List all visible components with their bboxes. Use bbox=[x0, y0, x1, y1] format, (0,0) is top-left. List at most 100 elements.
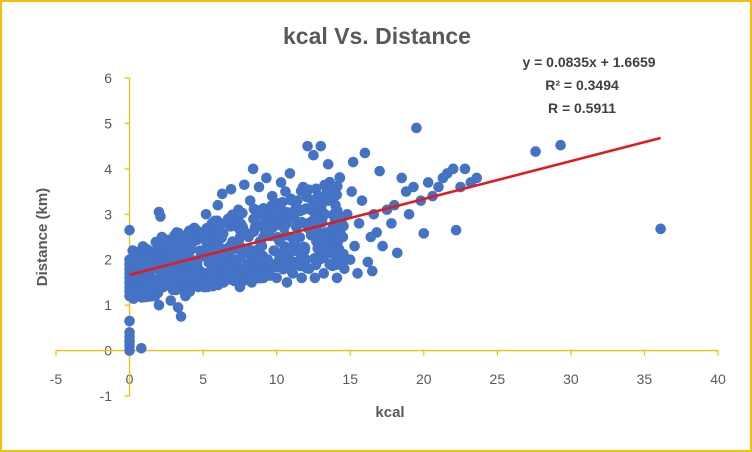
data-point bbox=[247, 163, 259, 175]
data-point bbox=[190, 277, 202, 288]
data-point bbox=[243, 231, 255, 243]
data-point bbox=[225, 184, 237, 195]
data-point bbox=[344, 254, 356, 266]
data-point bbox=[356, 195, 368, 206]
data-point bbox=[171, 227, 182, 238]
data-point bbox=[124, 224, 135, 236]
data-point bbox=[184, 286, 196, 297]
data-point bbox=[309, 212, 320, 224]
data-point bbox=[280, 186, 291, 197]
data-point bbox=[450, 224, 462, 236]
data-point bbox=[300, 254, 312, 266]
data-point bbox=[396, 172, 408, 184]
chart-title: kcal Vs. Distance bbox=[283, 23, 471, 49]
data-point bbox=[124, 327, 135, 338]
data-point bbox=[366, 265, 378, 277]
data-point bbox=[158, 281, 169, 293]
data-point bbox=[213, 258, 225, 270]
data-point bbox=[274, 236, 285, 247]
data-point bbox=[153, 299, 165, 311]
data-point bbox=[301, 191, 312, 203]
data-point bbox=[289, 208, 300, 220]
data-point bbox=[377, 240, 388, 252]
data-point bbox=[433, 181, 444, 193]
data-point bbox=[222, 213, 234, 225]
data-point bbox=[237, 271, 248, 282]
data-point bbox=[175, 311, 187, 322]
data-point bbox=[349, 240, 360, 252]
y-tick-label: 6 bbox=[104, 70, 112, 86]
data-point bbox=[333, 245, 344, 256]
data-point bbox=[299, 245, 310, 256]
data-point bbox=[447, 163, 459, 175]
data-point bbox=[165, 295, 177, 306]
data-point bbox=[191, 258, 203, 270]
data-point bbox=[216, 188, 228, 200]
x-tick-label: 40 bbox=[710, 371, 726, 387]
data-point bbox=[156, 231, 168, 243]
data-point bbox=[374, 165, 385, 177]
data-point bbox=[352, 268, 363, 279]
data-point bbox=[290, 240, 302, 252]
data-point bbox=[241, 258, 253, 270]
data-point bbox=[149, 277, 160, 288]
data-point bbox=[347, 156, 359, 168]
x-axis-title: kcal bbox=[375, 404, 404, 421]
data-point bbox=[197, 231, 209, 243]
data-point bbox=[334, 172, 346, 184]
data-point bbox=[150, 245, 162, 256]
data-point bbox=[265, 263, 277, 275]
data-point bbox=[302, 140, 313, 152]
y-tick-label: 2 bbox=[104, 252, 112, 268]
data-point bbox=[346, 186, 357, 197]
data-point bbox=[228, 272, 240, 284]
data-point bbox=[303, 263, 315, 275]
data-point bbox=[211, 240, 222, 252]
data-point bbox=[371, 227, 383, 238]
data-point bbox=[275, 177, 287, 188]
data-point bbox=[256, 240, 268, 252]
data-point bbox=[308, 149, 319, 161]
data-point bbox=[281, 277, 293, 288]
data-point bbox=[331, 272, 343, 284]
data-point bbox=[291, 195, 303, 206]
data-point bbox=[261, 172, 272, 184]
data-point bbox=[212, 199, 224, 211]
data-point bbox=[227, 236, 238, 247]
data-point bbox=[236, 222, 247, 234]
y-tick-label: 3 bbox=[104, 206, 112, 222]
data-point bbox=[311, 236, 322, 247]
data-point bbox=[411, 122, 422, 134]
x-tick-label: 30 bbox=[563, 371, 579, 387]
data-point bbox=[471, 172, 483, 184]
y-axis-title: Distance (km) bbox=[34, 188, 51, 286]
data-point bbox=[294, 231, 306, 243]
y-tick-label: 4 bbox=[104, 161, 112, 177]
x-tick-label: 5 bbox=[199, 371, 207, 387]
data-point bbox=[253, 181, 265, 193]
data-point bbox=[181, 268, 193, 279]
data-point bbox=[327, 222, 338, 234]
data-point bbox=[278, 222, 290, 234]
data-point bbox=[230, 254, 241, 266]
data-point bbox=[312, 190, 324, 202]
data-point bbox=[189, 268, 200, 279]
data-point bbox=[183, 236, 194, 247]
x-tick-label: 10 bbox=[269, 371, 285, 387]
data-point bbox=[124, 315, 135, 327]
data-point bbox=[259, 208, 271, 220]
trendline bbox=[129, 136, 661, 277]
data-point bbox=[655, 223, 666, 235]
data-point bbox=[408, 181, 419, 193]
data-point bbox=[297, 181, 309, 193]
data-point bbox=[155, 211, 166, 222]
data-point bbox=[246, 277, 257, 288]
data-point bbox=[330, 199, 341, 211]
x-tick-label: 25 bbox=[490, 371, 506, 387]
data-point bbox=[296, 272, 307, 284]
data-point bbox=[234, 281, 246, 293]
data-point bbox=[146, 254, 157, 266]
data-point bbox=[459, 163, 471, 175]
